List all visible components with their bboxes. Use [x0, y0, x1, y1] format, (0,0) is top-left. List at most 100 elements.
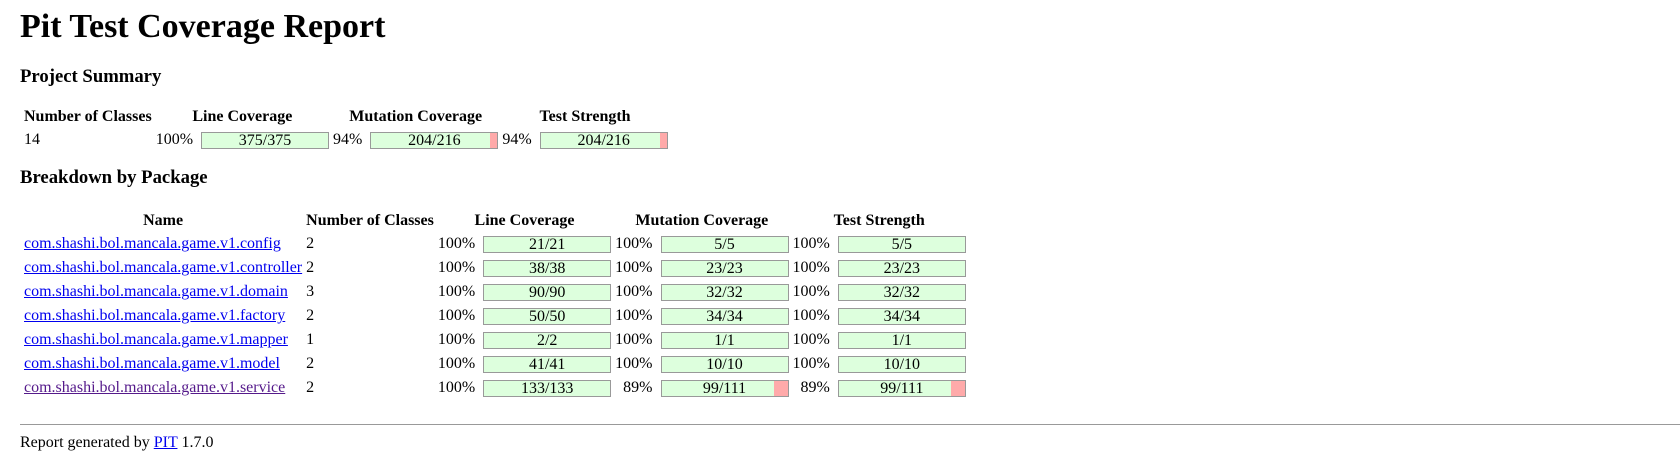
package-row: com.shashi.bol.mancala.game.v1.config 2 …: [23, 233, 967, 255]
coverage-bar-text: 375/375: [238, 131, 292, 149]
package-link[interactable]: com.shashi.bol.mancala.game.v1.config: [24, 235, 281, 252]
coverage-bar-text: 41/41: [528, 355, 566, 373]
mutation-pct: 89%: [623, 379, 653, 396]
coverage-bar-fill: [202, 132, 329, 148]
coverage-bar-text: 21/21: [528, 235, 566, 253]
summary-mutation-pct: 94%: [333, 131, 363, 148]
mutation-pct: 100%: [615, 283, 653, 300]
strength-cell: 99/111: [837, 377, 967, 399]
breakdown-table: Name Number of Classes Line Coverage Mut…: [21, 209, 969, 401]
package-link[interactable]: com.shashi.bol.mancala.game.v1.controlle…: [24, 259, 303, 276]
coverage-bar-text: 204/216: [577, 131, 630, 149]
package-link[interactable]: com.shashi.bol.mancala.game.v1.mapper: [24, 331, 288, 348]
summary-strength-pct: 94%: [502, 131, 532, 148]
coverage-bar: 32/32: [837, 283, 966, 301]
mutation-pct: 100%: [615, 355, 653, 372]
coverage-bar-text: 99/111: [880, 379, 924, 397]
coverage-bar-text: 23/23: [706, 259, 743, 277]
strength-pct: 100%: [792, 307, 830, 324]
mutation-pct: 100%: [615, 235, 653, 252]
header-mutation-coverage: Mutation Coverage: [635, 212, 769, 229]
coverage-bar: 5/5: [660, 235, 789, 253]
strength-pct: 89%: [800, 379, 830, 396]
package-num-classes: 2: [306, 307, 315, 324]
coverage-bar-fill: [838, 356, 965, 372]
coverage-bar: 50/50: [483, 307, 612, 325]
coverage-bar-fill: [484, 260, 611, 276]
coverage-bar-fill: [661, 308, 788, 324]
package-row: com.shashi.bol.mancala.game.v1.domain 3 …: [23, 281, 967, 303]
header-line-coverage: Line Coverage: [192, 108, 293, 125]
coverage-bar-text: 32/32: [883, 283, 921, 301]
package-num-classes: 2: [306, 259, 315, 276]
mutation-pct: 100%: [615, 259, 653, 276]
coverage-bar: 32/32: [660, 283, 789, 301]
coverage-bar: 5/5: [837, 235, 966, 253]
line-pct: 100%: [437, 355, 476, 372]
coverage-bar-fill: [838, 308, 965, 324]
line-cell: 38/38: [482, 257, 612, 279]
coverage-bar: 2/2: [483, 331, 612, 349]
package-link[interactable]: com.shashi.bol.mancala.game.v1.factory: [24, 307, 286, 324]
header-test-strength: Test Strength: [833, 212, 925, 229]
strength-cell: 32/32: [837, 281, 967, 303]
strength-pct: 100%: [792, 283, 830, 300]
line-cell: 90/90: [482, 281, 612, 303]
package-num-classes: 2: [306, 379, 315, 396]
summary-mutation-cell: 204/216: [369, 129, 499, 150]
package-row: com.shashi.bol.mancala.game.v1.factory 2…: [23, 305, 967, 327]
coverage-bar-fill: [484, 332, 611, 348]
coverage-bar-text: 5/5: [714, 235, 735, 253]
coverage-bar-text: 99/111: [702, 379, 747, 397]
package-name-cell: com.shashi.bol.mancala.game.v1.factory: [23, 305, 303, 327]
footer-text: Report generated by PIT 1.7.0: [20, 433, 1660, 453]
package-num-classes: 2: [306, 355, 315, 372]
strength-cell: 34/34: [837, 305, 967, 327]
summary-header-row: Number of Classes Line Coverage Mutation…: [23, 107, 669, 127]
coverage-bar: 38/38: [483, 259, 612, 277]
package-link[interactable]: com.shashi.bol.mancala.game.v1.service: [24, 379, 286, 396]
package-row: com.shashi.bol.mancala.game.v1.controlle…: [23, 257, 967, 279]
line-cell: 50/50: [482, 305, 612, 327]
header-number-of-classes: Number of Classes: [24, 108, 152, 125]
coverage-bar-fill: [540, 132, 660, 148]
line-pct: 100%: [437, 283, 476, 300]
coverage-bar-fill: [484, 284, 611, 300]
coverage-bar: 34/34: [837, 307, 966, 325]
header-mutation-coverage: Mutation Coverage: [349, 108, 483, 125]
strength-cell: 23/23: [837, 257, 967, 279]
header-number-of-classes: Number of Classes: [306, 212, 434, 229]
project-summary-heading: Project Summary: [20, 66, 162, 87]
coverage-bar: 204/216: [370, 131, 499, 149]
coverage-bar: 21/21: [483, 235, 612, 253]
coverage-bar: 23/23: [837, 259, 966, 277]
coverage-bar-fill: [838, 380, 952, 396]
strength-cell: 10/10: [837, 353, 967, 375]
mutation-cell: 23/23: [660, 257, 790, 279]
strength-pct: 100%: [792, 355, 830, 372]
package-name-cell: com.shashi.bol.mancala.game.v1.controlle…: [23, 257, 303, 279]
page-title: Pit Test Coverage Report: [20, 8, 386, 45]
coverage-bar-fill: [661, 260, 788, 276]
coverage-bar-text: 2/2: [536, 331, 558, 349]
mutation-pct: 100%: [615, 307, 653, 324]
mutation-cell: 5/5: [660, 233, 790, 255]
line-pct: 100%: [437, 307, 476, 324]
footer-version: 1.7.0: [181, 434, 214, 451]
coverage-bar-text: 204/216: [408, 131, 461, 149]
coverage-bar-text: 34/34: [883, 307, 921, 325]
coverage-bar-text: 90/90: [528, 283, 566, 301]
coverage-bar: 1/1: [660, 331, 789, 349]
package-link[interactable]: com.shashi.bol.mancala.game.v1.model: [24, 355, 280, 372]
package-link[interactable]: com.shashi.bol.mancala.game.v1.domain: [24, 283, 288, 300]
package-name-cell: com.shashi.bol.mancala.game.v1.domain: [23, 281, 303, 303]
coverage-bar: 41/41: [483, 355, 612, 373]
package-row: com.shashi.bol.mancala.game.v1.mapper 1 …: [23, 329, 967, 351]
coverage-bar-text: 38/38: [528, 259, 566, 277]
pit-link[interactable]: PIT: [153, 434, 178, 451]
coverage-bar: 1/1: [837, 331, 966, 349]
footer-divider: [20, 424, 1680, 425]
line-cell: 21/21: [482, 233, 612, 255]
mutation-cell: 32/32: [660, 281, 790, 303]
